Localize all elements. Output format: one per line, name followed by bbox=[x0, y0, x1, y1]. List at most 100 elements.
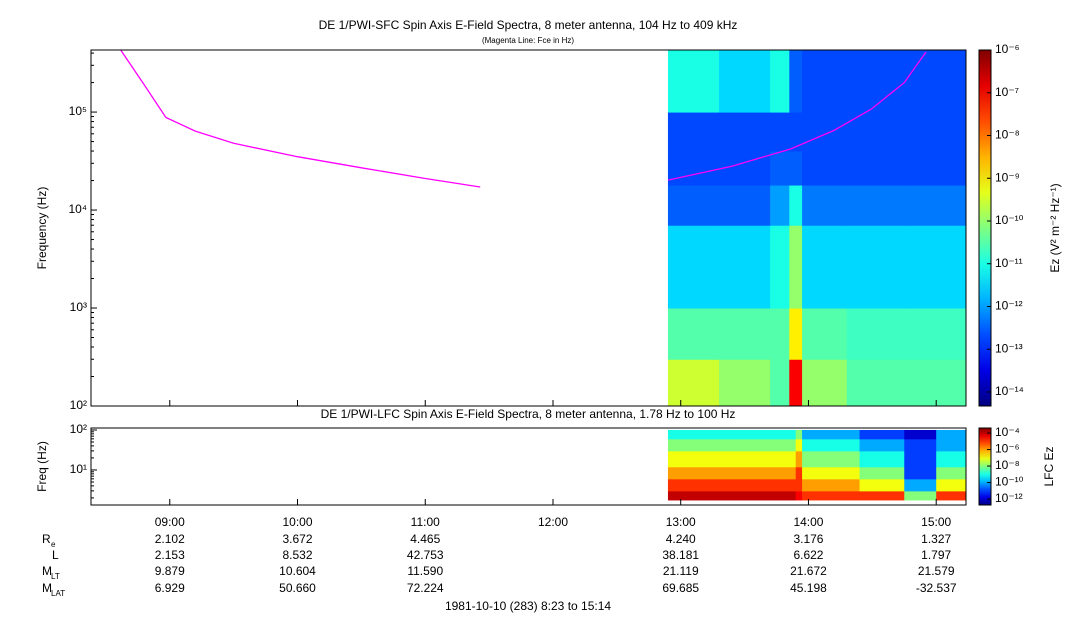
spectrogram-cell bbox=[904, 478, 937, 492]
colorbar-tick-label: 10⁻⁷ bbox=[995, 85, 1019, 99]
spectrogram-cell bbox=[936, 438, 967, 452]
spectrogram-cell bbox=[770, 185, 790, 226]
spectrogram-cell bbox=[789, 308, 803, 360]
row-label: L bbox=[52, 548, 59, 562]
x-tick-label: 10:00 bbox=[282, 515, 312, 529]
ephemeris-value: 3.672 bbox=[282, 532, 312, 546]
spectrogram-cell bbox=[859, 429, 905, 440]
ephemeris-value: 21.579 bbox=[918, 564, 955, 578]
spectrogram-cell bbox=[667, 450, 797, 468]
spectrogram-cell bbox=[859, 466, 905, 480]
spectrogram-cell bbox=[667, 225, 720, 309]
y-tick-label: 10² bbox=[70, 422, 87, 436]
spectrogram-cell bbox=[904, 438, 937, 452]
row-label: R bbox=[42, 532, 51, 546]
spectrogram-cell bbox=[667, 50, 720, 113]
ephemeris-value: 9.879 bbox=[155, 564, 185, 578]
chart-title: DE 1/PWI-SFC Spin Axis E-Field Spectra, … bbox=[319, 18, 738, 32]
spectrogram-cell bbox=[795, 478, 803, 492]
spectrogram-cell bbox=[846, 151, 912, 186]
colorbar-tick-label: 10⁻⁴ bbox=[995, 425, 1020, 439]
spectrogram-cell bbox=[936, 429, 967, 440]
spectrogram-cell bbox=[910, 359, 967, 407]
spectrogram-cell bbox=[802, 478, 861, 492]
x-tick-label: 15:00 bbox=[921, 515, 951, 529]
spectrogram-cell bbox=[770, 225, 790, 309]
plot-frame bbox=[90, 427, 967, 506]
y-tick-label: 10² bbox=[70, 398, 87, 412]
colorbar-tick-label: 10⁻¹² bbox=[995, 299, 1023, 313]
ephemeris-value: -32.537 bbox=[916, 581, 957, 595]
ephemeris-value: 6.929 bbox=[155, 581, 185, 595]
spectrogram-cell bbox=[770, 151, 790, 186]
ephemeris-value: 10.604 bbox=[279, 564, 316, 578]
ephemeris-value: 8.532 bbox=[282, 548, 312, 562]
y-tick-label: 10¹ bbox=[70, 462, 87, 476]
ephemeris-value: 4.240 bbox=[666, 532, 696, 546]
spectrogram-cell bbox=[789, 151, 803, 186]
spectrogram-cell bbox=[795, 429, 803, 440]
y-tick-label: 10⁴ bbox=[68, 202, 87, 216]
ephemeris-value: 50.660 bbox=[279, 581, 316, 595]
spectrogram-cell bbox=[667, 308, 720, 360]
row-label-sub: LAT bbox=[51, 589, 65, 598]
x-tick-label: 12:00 bbox=[538, 515, 568, 529]
spectrogram-cell bbox=[846, 308, 912, 360]
spectrogram-cell bbox=[936, 466, 967, 480]
spectrogram-cell bbox=[789, 359, 803, 407]
spectrogram-cell bbox=[910, 151, 967, 186]
colorbar-tick-label: 10⁻¹⁰ bbox=[995, 475, 1024, 489]
spectrogram-cell bbox=[802, 438, 861, 452]
spectrogram-cell bbox=[667, 151, 720, 186]
ephemeris-value: 21.672 bbox=[790, 564, 827, 578]
ephemeris-value: 45.198 bbox=[790, 581, 827, 595]
spectrogram-cell bbox=[846, 185, 912, 226]
ephemeris-value: 21.119 bbox=[663, 564, 699, 578]
spectrogram-cell bbox=[667, 185, 720, 226]
spectrogram-cell bbox=[802, 429, 861, 440]
spectrogram-cell bbox=[802, 466, 861, 480]
colorbar-tick-label: 10⁻⁸ bbox=[995, 458, 1020, 472]
spectrogram-cell bbox=[719, 151, 771, 186]
ephemeris-value: 6.622 bbox=[793, 548, 823, 562]
colorbar-tick-label: 10⁻¹³ bbox=[995, 341, 1023, 355]
row-label: M bbox=[42, 581, 52, 595]
spectrogram-cell bbox=[770, 359, 790, 407]
spectrogram-cell bbox=[719, 225, 771, 309]
spectrogram-cell bbox=[846, 225, 912, 309]
spectrogram-cell bbox=[802, 50, 848, 113]
spectrogram-cell bbox=[910, 50, 967, 113]
spectrogram-cell bbox=[802, 185, 848, 226]
colorbar-tick-label: 10⁻¹² bbox=[995, 491, 1023, 505]
ephemeris-value: 2.102 bbox=[155, 532, 185, 546]
spectrogram-cell bbox=[667, 359, 720, 407]
spectrogram-cell bbox=[802, 450, 861, 468]
spectrogram-cell bbox=[667, 438, 797, 452]
spectrogram-cell bbox=[719, 50, 771, 113]
spectrogram-cell bbox=[936, 450, 967, 468]
spectrogram-cell bbox=[859, 490, 905, 501]
x-tick-label: 14:00 bbox=[793, 515, 823, 529]
colorbar-tick-label: 10⁻¹¹ bbox=[995, 256, 1023, 270]
row-label-sub: e bbox=[51, 540, 56, 549]
spectrogram-cell bbox=[859, 438, 905, 452]
ephemeris-value: 72.224 bbox=[407, 581, 444, 595]
spectrogram-cell bbox=[789, 112, 803, 152]
ephemeris-value: 4.465 bbox=[410, 532, 440, 546]
spectrogram-cell bbox=[789, 185, 803, 226]
spectrogram-cell bbox=[795, 450, 803, 468]
spectrogram-cell bbox=[667, 112, 720, 152]
spectrogram-cell bbox=[846, 112, 912, 152]
spectrogram-cell bbox=[802, 308, 848, 360]
row-label-sub: LT bbox=[51, 572, 60, 581]
spectrogram-cell bbox=[859, 478, 905, 492]
plot-frame bbox=[90, 49, 967, 407]
ephemeris-value: 11.590 bbox=[407, 564, 443, 578]
spectrogram-cell bbox=[859, 450, 905, 468]
chart-title: DE 1/PWI-LFC Spin Axis E-Field Spectra, … bbox=[321, 407, 736, 421]
spectrogram-cell bbox=[719, 308, 771, 360]
spectrogram-cell bbox=[910, 308, 967, 360]
spectrogram-cell bbox=[770, 50, 790, 113]
colorbar-tick-label: 10⁻⁸ bbox=[995, 128, 1020, 142]
